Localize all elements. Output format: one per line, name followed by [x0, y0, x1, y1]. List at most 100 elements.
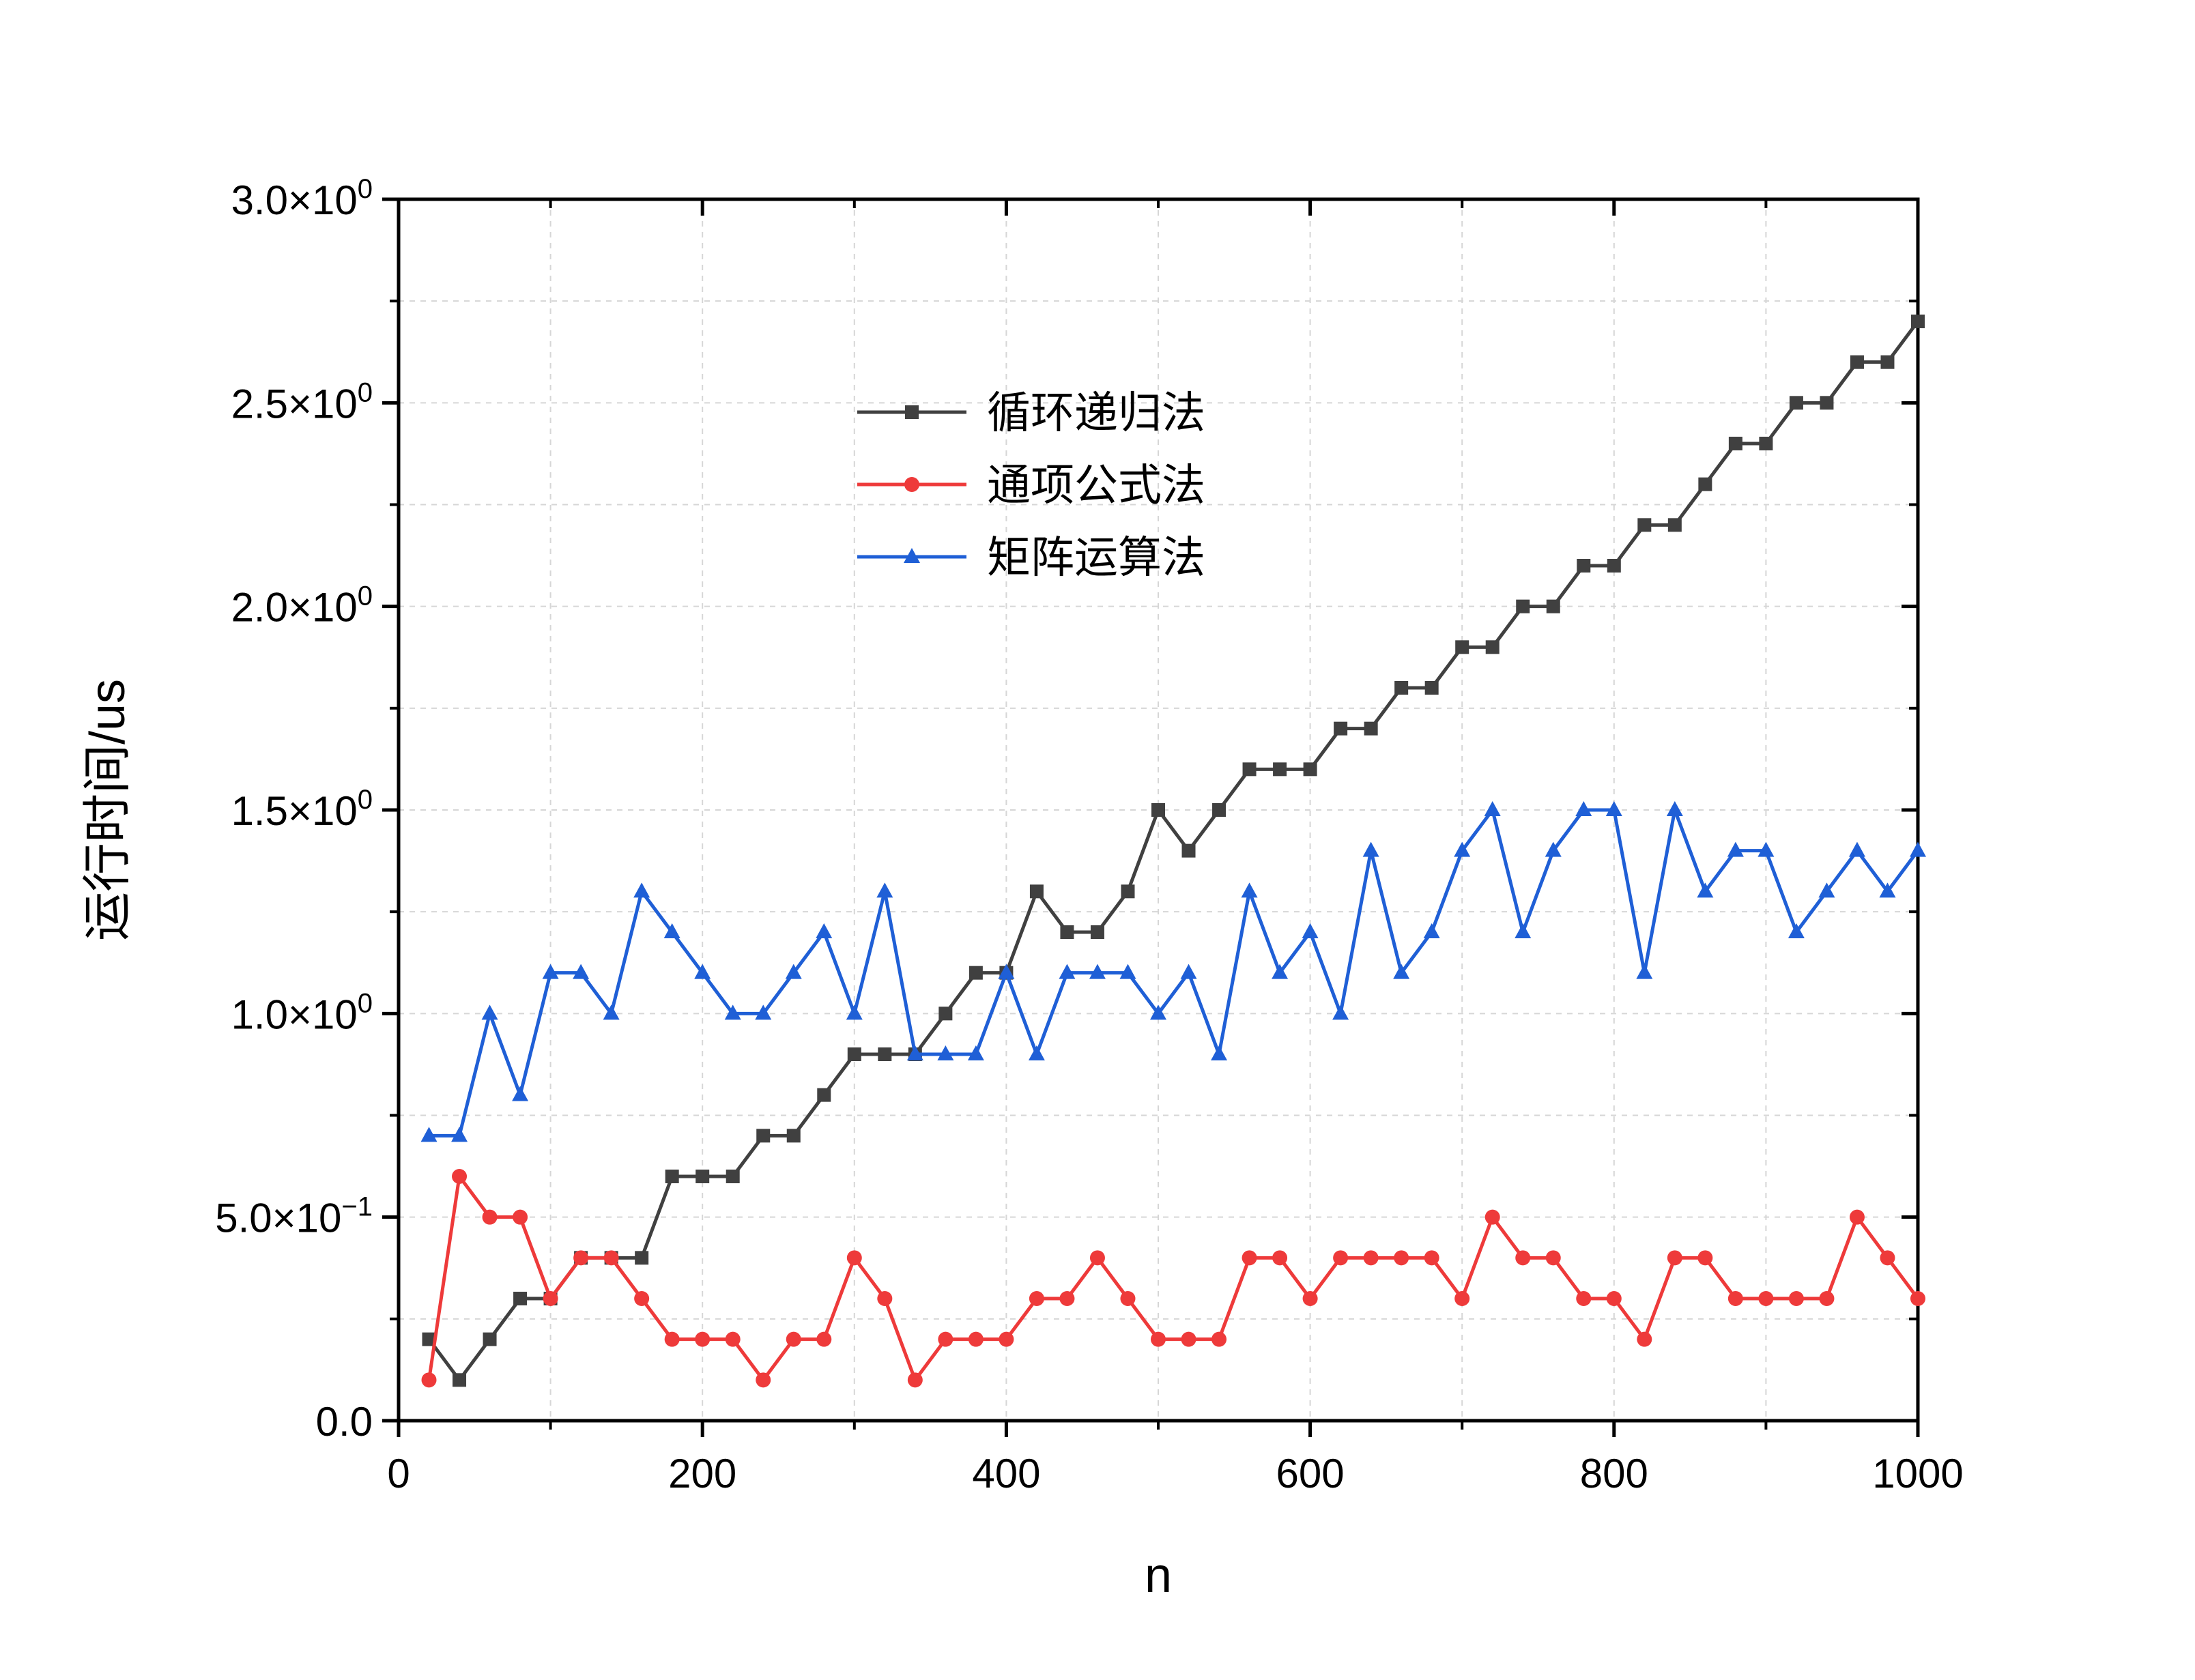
data-point-circle	[1849, 1209, 1865, 1225]
x-tick-label: 400	[972, 1451, 1040, 1496]
data-point-triangle	[1545, 841, 1562, 857]
data-point-square	[969, 966, 983, 980]
data-point-circle	[877, 1291, 893, 1306]
data-point-circle	[1667, 1250, 1682, 1266]
data-point-square	[756, 1129, 771, 1143]
data-point-triangle	[1515, 923, 1532, 938]
data-point-triangle	[1636, 964, 1653, 979]
data-point-triangle	[633, 882, 650, 898]
data-point-triangle	[904, 548, 920, 563]
data-point-circle	[1181, 1331, 1196, 1347]
series-layer	[420, 315, 1926, 1388]
data-point-triangle	[876, 882, 893, 898]
data-point-circle	[603, 1250, 619, 1266]
data-point-triangle	[998, 964, 1015, 979]
data-point-circle	[756, 1372, 771, 1388]
data-point-triangle	[1362, 841, 1379, 857]
data-point-square	[1850, 355, 1864, 369]
y-tick-label: 0.0	[316, 1399, 373, 1445]
x-tick-label: 800	[1580, 1451, 1648, 1496]
data-point-triangle	[542, 964, 559, 979]
data-point-circle	[999, 1331, 1014, 1347]
series-circle	[421, 1169, 1925, 1388]
y-tick-label: 2.5×100	[231, 377, 373, 426]
data-point-triangle	[1089, 964, 1106, 979]
data-point-circle	[1272, 1250, 1288, 1266]
data-point-triangle	[1788, 923, 1805, 938]
data-point-triangle	[967, 1045, 984, 1060]
data-point-square	[817, 1088, 831, 1102]
data-point-square	[513, 1292, 528, 1305]
data-point-circle	[1424, 1250, 1439, 1266]
data-point-square	[1698, 477, 1712, 491]
data-point-square	[695, 1170, 710, 1183]
data-point-circle	[1637, 1331, 1652, 1347]
data-point-circle	[1819, 1291, 1835, 1306]
data-point-circle	[1029, 1291, 1044, 1306]
data-point-triangle	[481, 1004, 498, 1020]
data-point-triangle	[1879, 882, 1896, 898]
legend-label: 通项公式法	[987, 461, 1205, 511]
data-point-circle	[1242, 1250, 1257, 1266]
data-point-triangle	[1666, 801, 1683, 816]
data-point-triangle	[724, 1004, 741, 1020]
series-line	[427, 1174, 1920, 1382]
data-point-circle	[1788, 1291, 1804, 1306]
data-point-square	[878, 1047, 892, 1061]
data-point-circle	[904, 477, 919, 492]
x-tick-label: 600	[1276, 1451, 1345, 1496]
data-point-circle	[573, 1250, 589, 1266]
data-point-square	[726, 1170, 740, 1183]
data-point-circle	[1059, 1291, 1075, 1306]
data-point-triangle	[1241, 882, 1258, 898]
data-point-square	[1242, 762, 1257, 777]
data-point-circle	[421, 1372, 437, 1388]
data-point-triangle	[1484, 801, 1501, 816]
data-point-triangle	[1848, 841, 1865, 857]
data-point-square	[1820, 396, 1834, 410]
x-tick-label: 1000	[1872, 1451, 1963, 1496]
data-point-square	[1364, 721, 1378, 736]
data-point-triangle	[785, 964, 802, 979]
data-point-circle	[1211, 1331, 1227, 1347]
y-axis-title: 运行时间/us	[81, 679, 135, 941]
data-point-circle	[1606, 1291, 1622, 1306]
data-point-triangle	[937, 1045, 954, 1060]
series-line	[429, 808, 1920, 1138]
data-point-triangle	[573, 964, 590, 979]
data-point-circle	[1880, 1250, 1895, 1266]
data-point-circle	[543, 1291, 558, 1306]
data-point-square	[483, 1332, 497, 1346]
data-point-circle	[1727, 1291, 1743, 1306]
data-point-circle	[1363, 1250, 1379, 1266]
data-point-triangle	[1605, 801, 1622, 816]
data-point-square	[1455, 640, 1469, 654]
y-tick-label: 1.0×100	[231, 988, 373, 1037]
data-point-square	[938, 1006, 953, 1021]
data-point-square	[847, 1047, 861, 1061]
data-point-triangle	[1758, 841, 1775, 857]
data-point-circle	[725, 1331, 741, 1347]
data-point-circle	[846, 1250, 862, 1266]
data-point-circle	[1484, 1209, 1500, 1225]
data-point-square	[1485, 640, 1500, 654]
data-point-circle	[1151, 1331, 1166, 1347]
series-square	[422, 315, 1925, 1387]
data-point-triangle	[663, 923, 680, 938]
legend-label: 循环递归法	[987, 388, 1205, 439]
data-point-triangle	[1302, 923, 1319, 938]
data-point-square	[422, 1332, 436, 1346]
data-point-square	[1546, 599, 1560, 613]
data-point-square	[1607, 559, 1621, 573]
legend-item: 通项公式法	[857, 461, 1205, 511]
data-point-square	[1759, 437, 1773, 450]
data-point-triangle	[1150, 1004, 1166, 1020]
data-point-triangle	[816, 923, 833, 938]
data-point-triangle	[694, 964, 711, 979]
data-point-triangle	[1818, 882, 1835, 898]
data-point-circle	[695, 1331, 711, 1347]
data-point-square	[1789, 396, 1803, 410]
data-point-circle	[1910, 1291, 1925, 1306]
data-point-circle	[1545, 1250, 1561, 1266]
